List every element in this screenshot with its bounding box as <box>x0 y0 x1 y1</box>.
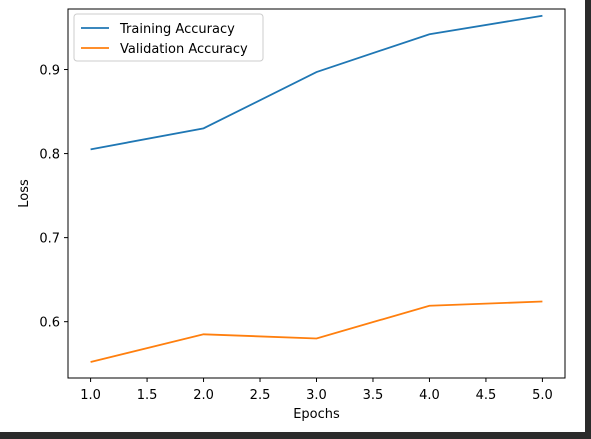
x-tick-label: 2.0 <box>193 388 214 403</box>
x-tick-label: 1.5 <box>137 388 158 403</box>
figure: 1.0 1.5 2.0 2.5 3.0 3.5 4.0 4.5 5.0 0.6 0.7 0.8 0.9… <box>0 0 585 432</box>
y-axis-label: Loss <box>17 179 32 208</box>
y-tick-label: 0.6 <box>39 316 60 331</box>
plot-frame <box>67 8 566 379</box>
x-tick-label: 1.0 <box>80 388 101 403</box>
y-tick-label: 0.9 <box>39 64 60 79</box>
legend-label: Training Accuracy <box>119 22 235 37</box>
x-tick-label: 3.0 <box>306 388 327 403</box>
x-tick-label: 4.0 <box>419 388 440 403</box>
y-tick-label: 0.7 <box>39 232 60 247</box>
y-tick-label: 0.8 <box>39 148 60 163</box>
series-line-validation-accuracy <box>90 300 543 363</box>
y-axis-ticks: 0.6 0.7 0.8 0.9 <box>39 64 68 331</box>
legend-box <box>73 13 264 62</box>
legend-label: Validation Accuracy <box>120 42 248 57</box>
line-chart: 1.0 1.5 2.0 2.5 3.0 3.5 4.0 4.5 5.0 0.6 0.7 0.8 0.9… <box>17 8 566 422</box>
legend: Training Accuracy Validation Accuracy <box>73 13 264 62</box>
x-tick-label: 3.5 <box>363 388 384 403</box>
x-axis-label: Epochs <box>293 407 340 422</box>
x-axis-ticks: 1.0 1.5 2.0 2.5 3.0 3.5 4.0 4.5 5.0 <box>80 378 553 403</box>
x-tick-label: 5.0 <box>532 388 553 403</box>
x-tick-label: 2.5 <box>250 388 271 403</box>
series-layer <box>90 14 543 363</box>
x-tick-label: 4.5 <box>476 388 497 403</box>
